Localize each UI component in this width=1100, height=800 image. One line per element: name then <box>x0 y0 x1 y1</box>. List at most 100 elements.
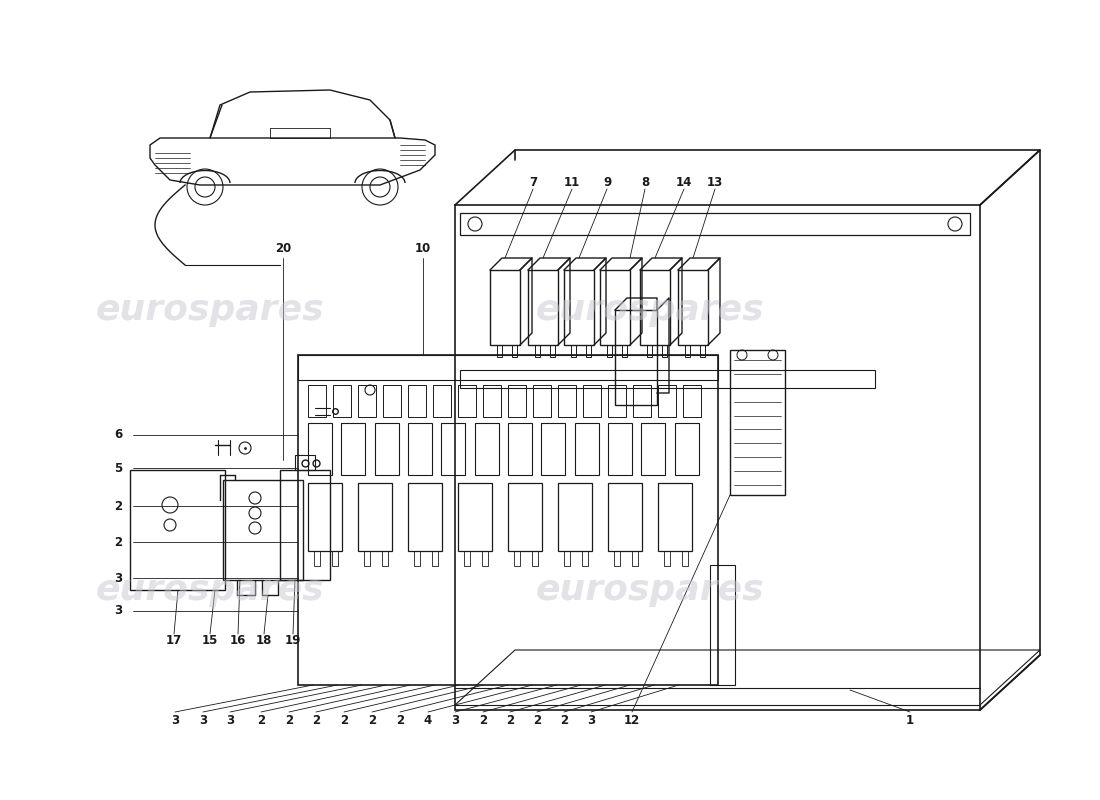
Bar <box>375 423 398 475</box>
Bar <box>550 345 556 357</box>
Text: 2: 2 <box>340 714 348 726</box>
Bar <box>532 551 538 566</box>
Bar <box>383 385 402 417</box>
Text: 4: 4 <box>424 714 432 726</box>
Text: 3: 3 <box>451 714 459 726</box>
Bar <box>341 423 365 475</box>
Text: 15: 15 <box>201 634 218 646</box>
Bar <box>298 355 718 380</box>
Bar <box>647 345 652 357</box>
Bar <box>460 213 970 235</box>
Bar <box>475 423 498 475</box>
Text: 2: 2 <box>396 714 404 726</box>
Text: 2: 2 <box>478 714 487 726</box>
Bar <box>600 270 630 345</box>
Bar <box>308 483 342 551</box>
Bar <box>508 483 542 551</box>
Bar <box>632 385 651 417</box>
Bar <box>683 385 701 417</box>
Text: 5: 5 <box>114 462 122 474</box>
Text: 2: 2 <box>114 535 122 549</box>
Bar <box>608 385 626 417</box>
Bar <box>482 551 488 566</box>
Bar <box>582 551 588 566</box>
Text: 2: 2 <box>532 714 541 726</box>
Bar <box>558 483 592 551</box>
Bar <box>458 483 492 551</box>
Bar <box>685 345 690 357</box>
Bar <box>308 385 326 417</box>
Bar <box>607 345 612 357</box>
Bar <box>614 551 620 566</box>
Bar <box>130 470 225 590</box>
Bar <box>528 270 558 345</box>
Bar <box>433 385 451 417</box>
Bar <box>414 551 420 566</box>
Text: 12: 12 <box>624 714 640 726</box>
Text: 2: 2 <box>312 714 320 726</box>
Bar <box>432 551 438 566</box>
Text: 3: 3 <box>587 714 595 726</box>
Text: 3: 3 <box>199 714 207 726</box>
Bar <box>441 423 465 475</box>
Bar <box>408 483 442 551</box>
Text: 2: 2 <box>560 714 568 726</box>
Bar <box>632 551 638 566</box>
Text: eurospares: eurospares <box>536 573 764 607</box>
Bar <box>508 423 532 475</box>
Bar <box>483 385 500 417</box>
Bar <box>280 470 330 580</box>
Bar <box>621 345 627 357</box>
Bar <box>535 345 540 357</box>
Text: 2: 2 <box>506 714 514 726</box>
Bar <box>662 345 667 357</box>
Bar <box>678 270 708 345</box>
Bar <box>332 551 338 566</box>
Text: 1: 1 <box>906 714 914 726</box>
Text: 19: 19 <box>285 634 301 646</box>
Bar <box>658 483 692 551</box>
Bar <box>608 423 632 475</box>
Bar <box>700 345 705 357</box>
Bar <box>730 350 785 495</box>
Bar <box>308 423 332 475</box>
Bar <box>295 455 315 470</box>
Bar <box>558 385 576 417</box>
Text: 2: 2 <box>114 499 122 513</box>
Text: 17: 17 <box>166 634 183 646</box>
Text: 8: 8 <box>641 177 649 190</box>
Text: 10: 10 <box>415 242 431 254</box>
Bar <box>564 551 570 566</box>
Bar <box>534 385 551 417</box>
Text: 3: 3 <box>226 714 234 726</box>
Bar <box>464 551 470 566</box>
Bar <box>564 270 594 345</box>
Bar <box>508 385 526 417</box>
Bar <box>682 551 688 566</box>
Bar <box>408 385 426 417</box>
Bar <box>512 345 517 357</box>
Bar <box>674 423 698 475</box>
Text: 3: 3 <box>170 714 179 726</box>
Bar <box>658 385 676 417</box>
Text: 2: 2 <box>367 714 376 726</box>
Bar <box>298 355 718 685</box>
Text: 14: 14 <box>675 177 692 190</box>
Bar <box>382 551 388 566</box>
Text: eurospares: eurospares <box>536 293 764 327</box>
Text: 13: 13 <box>707 177 723 190</box>
Bar <box>583 385 601 417</box>
Bar <box>574 423 598 475</box>
Bar <box>541 423 565 475</box>
Text: eurospares: eurospares <box>96 293 324 327</box>
Bar <box>358 483 392 551</box>
Text: 20: 20 <box>275 242 292 254</box>
Text: 18: 18 <box>256 634 272 646</box>
Bar <box>460 370 874 388</box>
Bar <box>497 345 502 357</box>
Text: 7: 7 <box>529 177 537 190</box>
Bar <box>458 385 476 417</box>
Bar <box>586 345 591 357</box>
Bar <box>710 565 735 685</box>
Bar <box>223 480 302 580</box>
